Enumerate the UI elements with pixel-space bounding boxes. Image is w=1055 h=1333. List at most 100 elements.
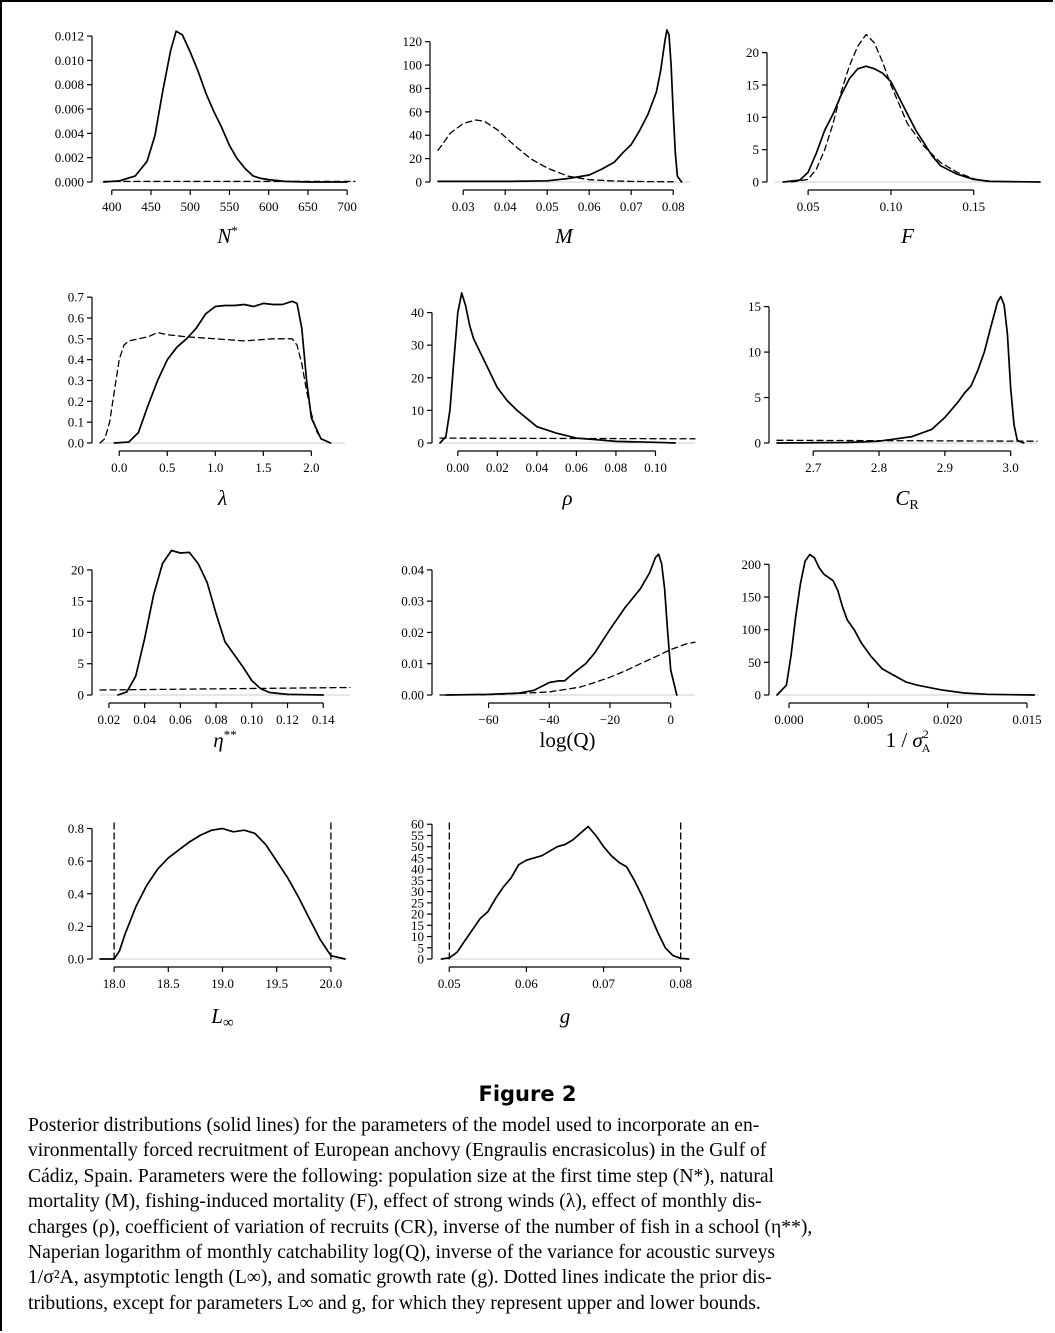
y-tick-label: 20 [746,45,759,60]
x-axis-label: CR [895,486,919,513]
y-tick-label: 0.4 [68,886,85,901]
y-tick-label: 0.012 [55,29,84,44]
x-axis-label: M [554,224,574,248]
x-tick-label: 1.0 [207,460,223,475]
y-tick-label: 40 [409,128,422,143]
y-tick-label: 0.01 [401,656,424,671]
x-tick-label: −40 [539,712,559,727]
x-tick-label: 0.07 [592,976,615,991]
x-tick-label: 0.08 [669,976,692,991]
y-tick-label: 0.6 [68,311,85,326]
y-tick-label: 50 [411,839,424,854]
x-tick-label: 0.005 [854,712,883,727]
x-tick-label: 0.02 [486,460,509,475]
x-tick-label: 0.10 [644,460,667,475]
x-axis-label: ρ [561,486,572,510]
x-tick-label: 0.00 [446,460,469,475]
x-tick-label: 0.14 [312,712,335,727]
posterior-line [437,29,683,183]
y-tick-label: 0.004 [55,126,85,141]
y-tick-label: 120 [403,34,423,49]
posterior-line [99,827,346,960]
y-tick-label: 5 [755,390,762,405]
x-tick-label: −20 [600,712,620,727]
y-tick-label: 5 [418,940,425,955]
posterior-line [103,30,349,183]
x-tick-label: 0.04 [494,199,517,214]
chart-panel-1: 0.000 0.002 0.004 0.006 0.008 0.010 0.012 400 45… [55,29,357,248]
x-axis-label: η** [213,727,236,752]
prior-line [439,641,696,696]
y-tick-label: 15 [411,918,424,933]
prior-line [99,686,351,691]
y-tick-label: 0 [753,175,760,190]
x-axis-label: L∞ [210,1004,233,1031]
x-tick-label: 0.05 [797,199,820,214]
y-tick-label: 20 [411,907,424,922]
y-tick-label: 150 [742,590,762,605]
chart-panel-5: 0 10 20 30 40 0.00 0.02 0.04 0.06 0.08 0.10 ρ [411,292,696,510]
x-tick-label: 0.05 [536,199,559,214]
x-tick-label: 400 [102,199,122,214]
posterior-line [445,553,678,696]
x-tick-label: 0.04 [133,712,156,727]
x-axis-label: log(Q) [540,728,596,752]
y-tick-label: 20 [409,151,422,166]
y-tick-label: 60 [409,104,422,119]
y-tick-label: 5 [753,142,760,157]
y-tick-label: 0.02 [401,625,424,640]
prior-line [776,439,1038,442]
chart-panel-6: 0 5 10 15 2.7 2.8 2.9 3.0 CR [748,295,1038,513]
x-tick-label: 20.0 [320,976,343,991]
prior-line [99,331,332,444]
x-tick-label: 0.08 [662,199,685,214]
y-tick-label: 0.1 [68,415,84,430]
posterior-line [440,825,690,960]
y-tick-label: 5 [78,656,85,671]
y-tick-label: 0.0 [68,952,84,967]
chart-panel-9: 0 50 100 150 200 0.000 0.005 0.020 0.015 1 / σ2 A [742,553,1042,755]
x-tick-label: 2.8 [871,460,887,475]
x-tick-label: 0.10 [240,712,263,727]
y-tick-label: 0.002 [55,150,84,165]
y-tick-label: 0.0 [68,436,84,451]
y-tick-label: 40 [411,862,424,877]
x-tick-label: 0.5 [159,460,175,475]
prior-line [790,33,991,183]
y-tick-label: 10 [71,625,84,640]
y-tick-label: 40 [411,305,424,320]
x-tick-label: 0.06 [565,460,588,475]
y-tick-label: 20 [71,562,84,577]
chart-panel-2: 0 20 40 60 80 100 120 0.03 0.04 0.05 0.06 0.07 0.08 M [403,29,690,248]
y-tick-label: 45 [411,850,424,865]
posterior-line [117,549,325,696]
x-tick-label: 0.020 [933,712,962,727]
x-axis-label: g [560,1004,571,1028]
x-tick-label: 3.0 [1003,460,1019,475]
y-tick-label: 100 [403,58,423,73]
y-tick-label: 0 [418,436,425,451]
x-axis-label: N* [216,223,238,248]
x-tick-label: 0.06 [578,199,601,214]
figure-caption: Posterior distributions (solid lines) fo… [28,1113,1028,1316]
x-tick-label: 0.08 [605,460,628,475]
y-tick-label: 0.000 [55,175,84,190]
x-axis-label: 1 / σ2 A [886,727,931,755]
x-tick-label: 0.08 [205,712,228,727]
x-tick-label: 2.7 [805,460,822,475]
x-tick-label: 19.5 [265,976,288,991]
x-tick-label: 0.04 [525,460,548,475]
posterior-line [776,295,1025,444]
y-tick-label: 0 [755,436,762,451]
y-tick-label: 55 [411,828,424,843]
y-tick-label: 0 [755,688,762,703]
caption-line: Naperian logarithm of monthly catchabili… [28,1242,776,1264]
y-tick-label: 0.04 [401,562,424,577]
caption-line: Posterior distributions (solid lines) fo… [28,1115,760,1136]
y-tick-label: 25 [411,895,424,910]
y-tick-label: 10 [746,110,759,125]
caption-line: Cádiz, Spain. Parameters were the follow… [28,1165,774,1187]
caption-line: vironmentally forced recruitment of Euro… [28,1140,767,1162]
